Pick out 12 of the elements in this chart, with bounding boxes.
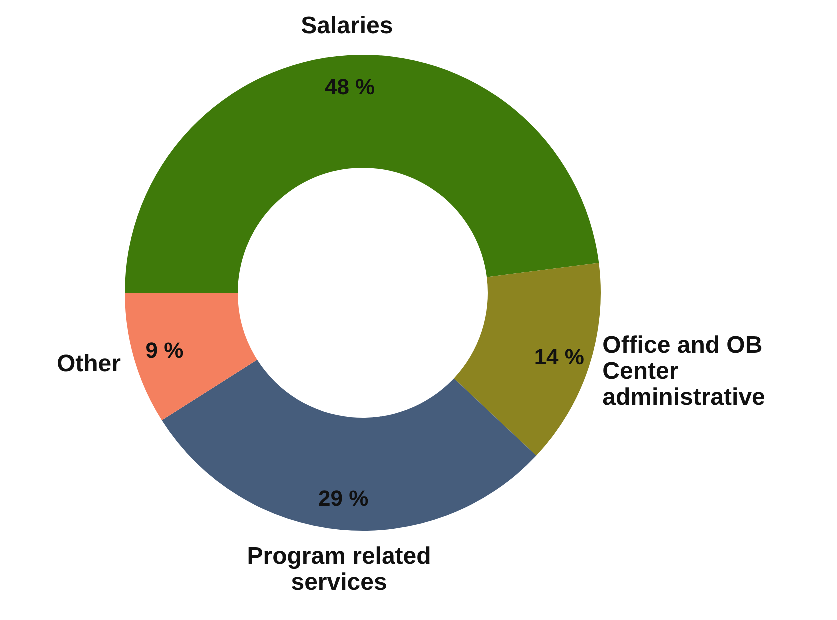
slice-label: Salaries [301, 12, 394, 40]
data-label: 14 % [534, 344, 584, 370]
donut-slice [162, 360, 536, 531]
donut-slice [125, 55, 600, 293]
slice-label: Other [56, 350, 122, 378]
data-label: 29 % [318, 486, 369, 512]
data-label: 9 % [146, 338, 184, 364]
slice-label: Office and OB Center administrative [602, 332, 766, 411]
donut-slice [125, 293, 258, 421]
data-label: 48 % [324, 74, 376, 100]
donut-slice [454, 263, 601, 456]
slice-label: Program related services [247, 542, 432, 596]
